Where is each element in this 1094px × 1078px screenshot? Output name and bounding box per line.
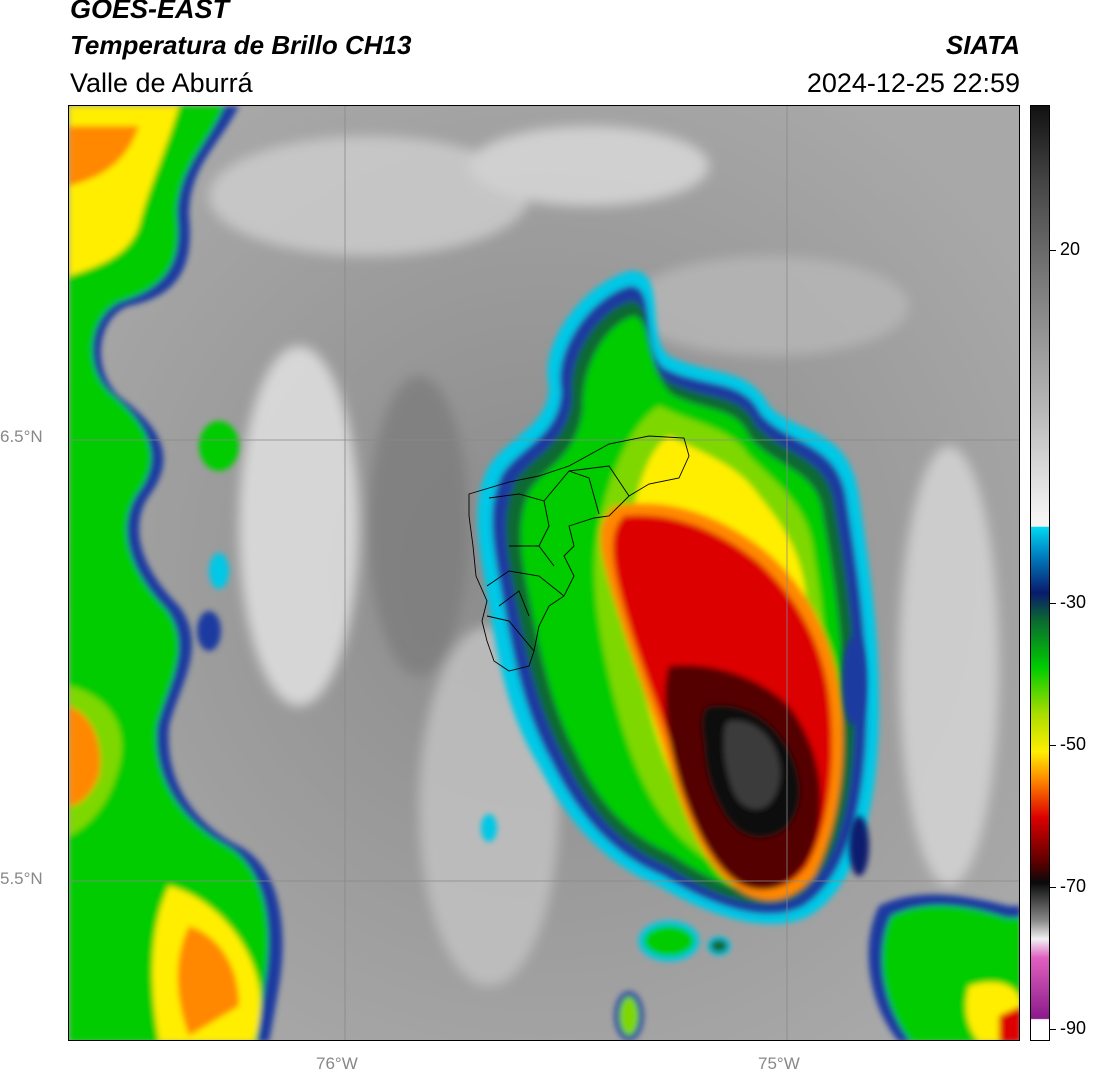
graticule bbox=[69, 106, 1019, 1040]
satellite-map[interactable] bbox=[68, 105, 1020, 1041]
lat-label-6-5: 6.5°N bbox=[0, 427, 43, 446]
colorbar-tick bbox=[1050, 745, 1056, 746]
datetime-label: 2024-12-25 22:59 bbox=[806, 68, 1020, 98]
colorbar-tick bbox=[1050, 250, 1056, 251]
storm-cell-central bbox=[477, 270, 879, 925]
colorbar-label-minus-90: -90 bbox=[1060, 1018, 1087, 1038]
storm-band-west bbox=[69, 106, 283, 1040]
satellite-title: GOES-EAST bbox=[70, 0, 230, 24]
region-subtitle: Valle de Aburrá bbox=[70, 68, 253, 98]
municipality-boundaries bbox=[468, 435, 690, 672]
lon-label-76w: 76°W bbox=[316, 1054, 358, 1073]
organization-label: SIATA bbox=[945, 30, 1020, 60]
colorbar bbox=[1030, 105, 1050, 1041]
storm-cells-west bbox=[197, 421, 497, 842]
brightness-temperature-field bbox=[69, 106, 1019, 1040]
colorbar-tick bbox=[1050, 887, 1056, 888]
lat-label-5-5: 5.5°N bbox=[0, 869, 43, 888]
colorbar-label-minus-30: -30 bbox=[1060, 592, 1087, 612]
colorbar-label-minus-70: -70 bbox=[1060, 876, 1087, 896]
colorbar-label-20: 20 bbox=[1060, 239, 1081, 259]
storm-cells-southeast bbox=[614, 636, 1019, 1040]
colorbar-gradient bbox=[1031, 106, 1049, 1040]
colorbar-tick bbox=[1050, 603, 1056, 604]
lon-label-75w: 75°W bbox=[758, 1054, 800, 1073]
colorbar-tick bbox=[1050, 1029, 1056, 1030]
product-title: Temperatura de Brillo CH13 bbox=[70, 30, 412, 60]
colorbar-label-minus-50: -50 bbox=[1060, 734, 1087, 754]
